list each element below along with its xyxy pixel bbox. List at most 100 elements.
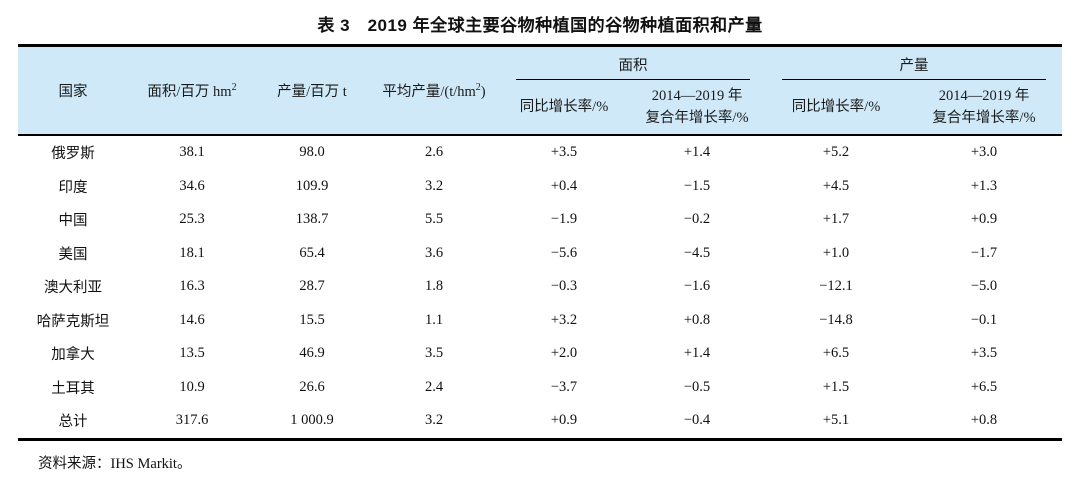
area-yoy-cell: −1.9: [550, 211, 578, 228]
country-cell: 印度: [58, 179, 88, 196]
area-cagr-cell: −0.5: [683, 378, 711, 395]
production-yoy-cell: +4.5: [822, 177, 850, 194]
header-group-area: 面积: [500, 45, 766, 80]
header-avg-yield-close: ): [480, 84, 486, 100]
country-cell: 澳大利亚: [44, 280, 102, 297]
header-group-area-label: 面积: [516, 47, 750, 80]
country-cell: 哈萨克斯坦: [36, 313, 110, 330]
avg-yield-cell: 5.5: [424, 211, 444, 228]
avg-yield-cell: 3.6: [424, 244, 444, 261]
area-yoy-cell: +0.4: [550, 177, 578, 194]
header-production-cagr: 2014—2019 年复合年增长率/%: [906, 80, 1062, 136]
area-yoy-cell: −3.7: [550, 378, 578, 395]
production-yoy-cell: +6.5: [822, 345, 850, 362]
area-cell: 38.1: [179, 144, 205, 161]
area-cagr-cell: −0.4: [683, 412, 711, 429]
area-cagr-cell: +1.4: [683, 345, 711, 362]
production-yoy-cell: +5.1: [822, 412, 850, 429]
table-row: 美国 18.1 65.4 3.6 −5.6 −4.5 +1.0 −1.7: [18, 237, 1062, 271]
avg-yield-cell: 2.4: [424, 378, 444, 395]
table-row: 土耳其 10.9 26.6 2.4 −3.7 −0.5 +1.5 +6.5: [18, 371, 1062, 405]
header-production-yoy: 同比增长率/%: [766, 80, 906, 136]
header-group-production: 产量: [766, 45, 1062, 80]
table-row: 澳大利亚 16.3 28.7 1.8 −0.3 −1.6 −12.1 −5.0: [18, 270, 1062, 304]
avg-yield-cell: 1.8: [424, 278, 444, 295]
country-cell: 中国: [58, 213, 88, 230]
header-area-cagr-line2: 复合年增长率/%: [645, 110, 749, 126]
table-row: 印度 34.6 109.9 3.2 +0.4 −1.5 +4.5 +1.3: [18, 170, 1062, 204]
avg-yield-cell: 2.6: [424, 144, 444, 161]
header-area-yoy: 同比增长率/%: [500, 80, 628, 136]
country-cell: 总计: [58, 414, 88, 431]
avg-yield-cell: 3.2: [424, 412, 444, 429]
production-cell: 98.0: [299, 144, 325, 161]
production-yoy-cell: +1.0: [822, 244, 850, 261]
avg-yield-cell: 3.5: [424, 345, 444, 362]
area-cell: 13.5: [179, 345, 205, 362]
area-cell: 317.6: [175, 412, 209, 429]
area-cell: 18.1: [179, 244, 205, 261]
table-body: 俄罗斯 38.1 98.0 2.6 +3.5 +1.4 +5.2 +3.0 印度…: [18, 135, 1062, 439]
production-cagr-cell: +0.9: [970, 211, 998, 228]
area-yoy-cell: −0.3: [550, 278, 578, 295]
production-yoy-cell: −14.8: [819, 311, 853, 328]
header-production-cagr-line1: 2014—2019 年: [938, 87, 1030, 104]
area-cell: 34.6: [179, 177, 205, 194]
header-row-groups: 国家 面积/百万 hm2 产量/百万 t 平均产量/(t/hm2) 面积 产量: [18, 45, 1062, 136]
table-row-total: 总计 317.6 1 000.9 3.2 +0.9 −0.4 +5.1 +0.8: [18, 404, 1062, 439]
production-cell: 109.9: [295, 177, 329, 194]
header-row-sub: 同比增长率/% 2014—2019 年复合年增长率/% 同比增长率/% 2014…: [18, 80, 1062, 136]
header-avg-yield-sup: 2: [475, 82, 481, 94]
table-header: 国家 面积/百万 hm2 产量/百万 t 平均产量/(t/hm2) 面积 产量 …: [18, 45, 1062, 136]
country-cell: 美国: [58, 246, 88, 263]
area-cagr-cell: −0.2: [683, 211, 711, 228]
production-cell: 15.5: [299, 311, 325, 328]
production-yoy-cell: +5.2: [822, 144, 850, 161]
header-area-cagr-line1: 2014—2019 年: [651, 87, 743, 104]
production-yoy-cell: −12.1: [819, 278, 853, 295]
area-yoy-cell: +0.9: [550, 412, 578, 429]
country-cell: 土耳其: [51, 380, 95, 397]
source-note: 资料来源：IHS Markit。: [38, 456, 192, 472]
country-cell: 加拿大: [51, 347, 95, 364]
production-cagr-cell: +1.3: [970, 177, 998, 194]
country-cell: 俄罗斯: [51, 146, 95, 163]
area-yoy-cell: +2.0: [550, 345, 578, 362]
avg-yield-cell: 1.1: [424, 311, 444, 328]
header-production-cagr-line2: 复合年增长率/%: [932, 110, 1036, 126]
header-production-unit: 产量/百万 t: [256, 45, 368, 136]
area-yoy-cell: +3.2: [550, 311, 578, 328]
table-row: 中国 25.3 138.7 5.5 −1.9 −0.2 +1.7 +0.9: [18, 203, 1062, 237]
table-row: 俄罗斯 38.1 98.0 2.6 +3.5 +1.4 +5.2 +3.0: [18, 135, 1062, 170]
area-cagr-cell: +0.8: [683, 311, 711, 328]
header-avg-yield-text: 平均产量/(t/hm: [382, 84, 476, 100]
area-cagr-cell: −4.5: [683, 244, 711, 261]
area-cell: 25.3: [179, 211, 205, 228]
area-cagr-cell: +1.4: [683, 144, 711, 161]
avg-yield-cell: 3.2: [424, 177, 444, 194]
production-cagr-cell: +6.5: [970, 378, 998, 395]
production-cell: 28.7: [299, 278, 325, 295]
production-cagr-cell: +3.5: [970, 345, 998, 362]
area-yoy-cell: −5.6: [550, 244, 578, 261]
production-cell: 46.9: [299, 345, 325, 362]
area-cell: 14.6: [179, 311, 205, 328]
header-country: 国家: [18, 45, 128, 136]
table-row: 加拿大 13.5 46.9 3.5 +2.0 +1.4 +6.5 +3.5: [18, 337, 1062, 371]
header-area-cagr: 2014—2019 年复合年增长率/%: [628, 80, 766, 136]
table-title: 表 3 2019 年全球主要谷物种植国的谷物种植面积和产量: [317, 16, 763, 35]
area-cagr-cell: −1.6: [683, 278, 711, 295]
production-cell: 138.7: [295, 211, 329, 228]
header-avg-yield: 平均产量/(t/hm2): [368, 45, 500, 136]
area-cagr-cell: −1.5: [683, 177, 711, 194]
production-cell: 1 000.9: [290, 412, 334, 429]
area-cell: 16.3: [179, 278, 205, 295]
production-yoy-cell: +1.5: [822, 378, 850, 395]
area-cell: 10.9: [179, 378, 205, 395]
header-area-unit: 面积/百万 hm2: [128, 45, 256, 136]
header-group-production-label: 产量: [782, 47, 1046, 80]
production-cagr-cell: +3.0: [970, 144, 998, 161]
production-cagr-cell: +0.8: [970, 412, 998, 429]
header-area-unit-text: 面积/百万 hm: [147, 84, 232, 100]
